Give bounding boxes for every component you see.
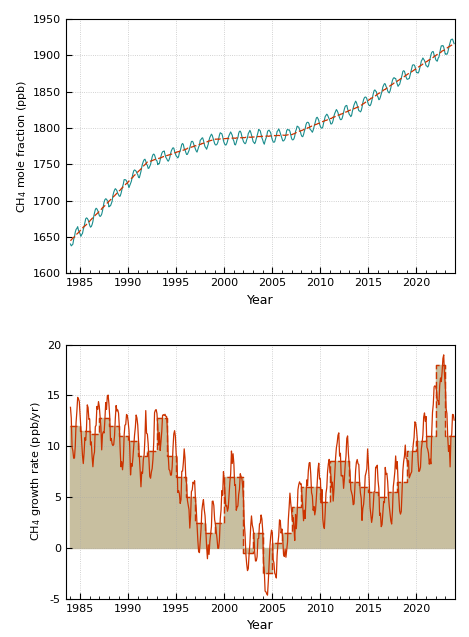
Y-axis label: CH$_4$ growth rate (ppb/yr): CH$_4$ growth rate (ppb/yr) — [29, 402, 43, 541]
X-axis label: Year: Year — [247, 294, 273, 307]
X-axis label: Year: Year — [247, 619, 273, 632]
Y-axis label: CH$_4$ mole fraction (ppb): CH$_4$ mole fraction (ppb) — [15, 80, 29, 213]
